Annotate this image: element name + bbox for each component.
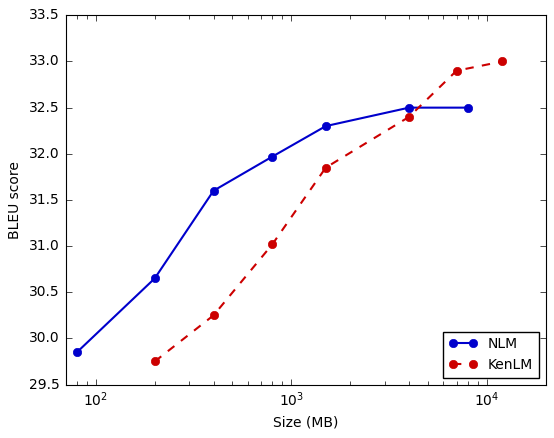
NLM	[74, 350, 80, 355]
Line: KenLM: KenLM	[151, 57, 506, 366]
NLM	[269, 154, 276, 159]
KenLM	[322, 165, 329, 170]
Legend: NLM, KenLM: NLM, KenLM	[443, 332, 538, 378]
NLM	[322, 124, 329, 129]
NLM	[210, 188, 217, 193]
KenLM	[406, 114, 412, 120]
X-axis label: Size (MB): Size (MB)	[273, 416, 338, 430]
KenLM	[499, 59, 506, 64]
NLM	[406, 105, 412, 110]
KenLM	[210, 313, 217, 318]
KenLM	[269, 242, 276, 247]
Line: NLM: NLM	[73, 103, 472, 357]
Y-axis label: BLEU score: BLEU score	[8, 161, 22, 239]
KenLM	[453, 68, 460, 73]
KenLM	[151, 359, 158, 364]
NLM	[465, 105, 471, 110]
NLM	[151, 276, 158, 281]
